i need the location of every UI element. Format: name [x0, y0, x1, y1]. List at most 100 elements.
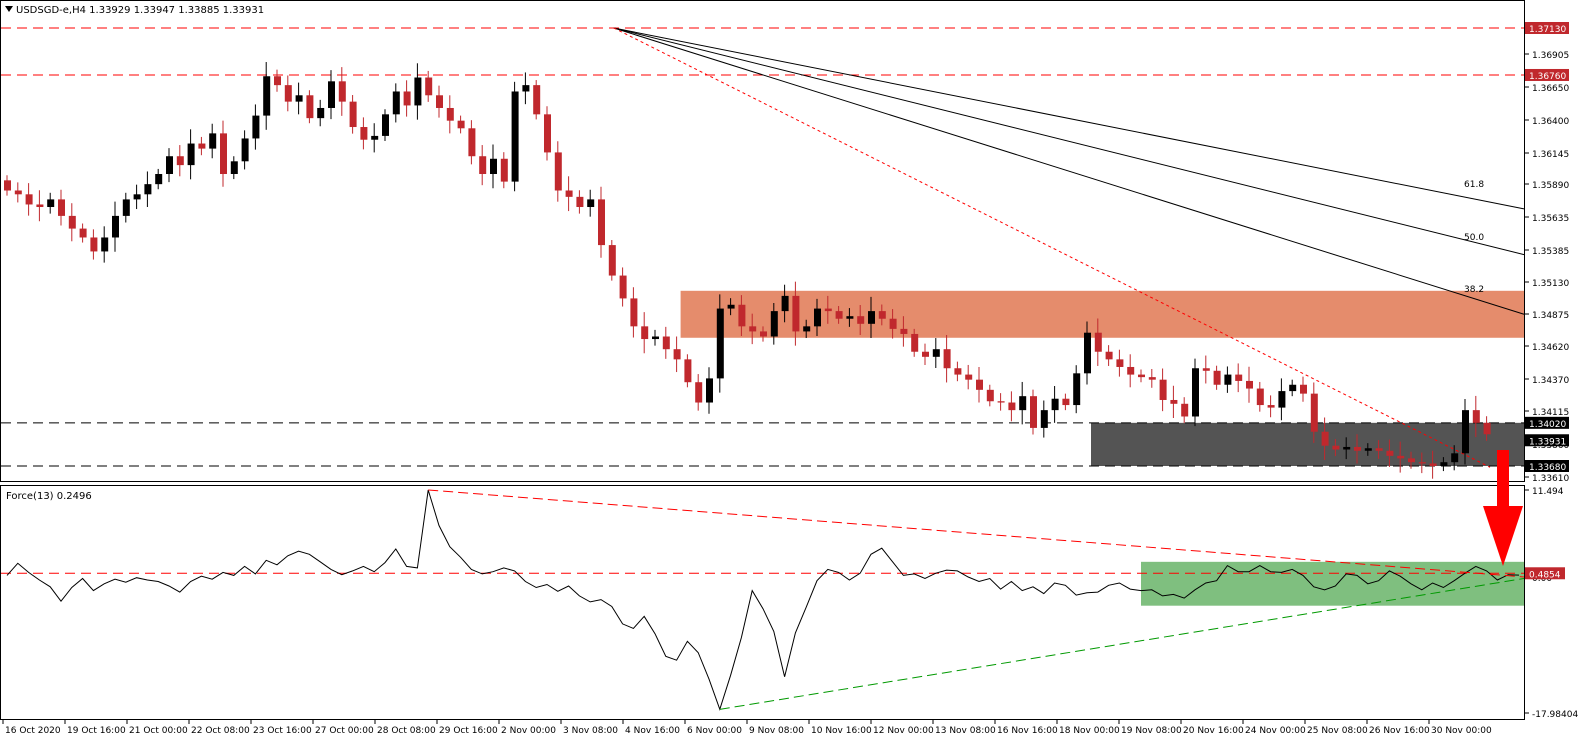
- time-tick-label: 18 Nov 00:00: [1059, 726, 1120, 736]
- time-tick-label: 2 Nov 00:00: [501, 726, 556, 736]
- price-tick-label: 1.33610: [1532, 474, 1569, 484]
- force-tick-label: 11.494: [1532, 487, 1564, 497]
- candle-body: [90, 237, 98, 252]
- candle-body: [727, 304, 735, 309]
- candle-body: [338, 81, 346, 102]
- candle-body: [1224, 374, 1232, 385]
- candle-body: [360, 127, 368, 140]
- candle-body: [1213, 370, 1221, 385]
- fib-fan-line: [613, 27, 1525, 210]
- support-zone: [1091, 422, 1524, 466]
- candle-body: [392, 91, 400, 115]
- resistance-zone: [680, 290, 1524, 338]
- candle-body: [1408, 458, 1415, 463]
- candle-body: [1138, 374, 1145, 378]
- candle-body: [878, 311, 886, 319]
- candle-body: [781, 295, 789, 312]
- candle-body: [1148, 377, 1156, 380]
- candle-body: [500, 158, 508, 182]
- candle-body: [155, 174, 163, 185]
- candle-body: [274, 76, 281, 86]
- candle-body: [684, 359, 692, 383]
- candle-body: [652, 336, 659, 340]
- candle-body: [133, 194, 141, 200]
- candle-body: [1472, 410, 1480, 423]
- time-tick-label: 9 Nov 08:00: [749, 726, 804, 736]
- candle-body: [1451, 453, 1459, 463]
- candle-body: [1267, 405, 1275, 408]
- candle-body: [986, 389, 994, 402]
- time-tick-label: 24 Nov 00:00: [1245, 726, 1306, 736]
- time-tick-label: 12 Nov 00:00: [873, 726, 934, 736]
- candle-body: [241, 138, 249, 162]
- level-price-label: 1.33680: [1529, 463, 1566, 473]
- candle-body: [14, 190, 22, 195]
- fib-fan-line: [613, 27, 1525, 256]
- level-price-box: [1525, 460, 1569, 472]
- candle-body: [36, 204, 44, 208]
- candle-body: [176, 156, 184, 166]
- price-tick-label: 1.36145: [1532, 150, 1569, 160]
- candle-body: [1181, 403, 1189, 417]
- candle-body: [1159, 379, 1167, 400]
- candle-body: [1170, 399, 1178, 404]
- candle-body: [220, 133, 227, 174]
- candle-body: [295, 95, 303, 102]
- current-price-label: 1.33931: [1529, 437, 1566, 447]
- price-panel-frame: [0, 0, 1525, 482]
- candle-body: [58, 199, 65, 216]
- candle-body: [1094, 332, 1102, 352]
- candle-body: [889, 318, 897, 329]
- candle-body: [587, 199, 595, 208]
- candle-body: [328, 81, 335, 108]
- candle-body: [122, 199, 130, 216]
- symbol-header: USDSGD-e,H4 1.33929 1.33947 1.33885 1.33…: [16, 5, 264, 16]
- descending-trendline: [613, 27, 1491, 468]
- candle-body: [749, 326, 757, 332]
- candle-body: [1105, 351, 1113, 360]
- candle-body: [1429, 463, 1437, 466]
- price-tick-label: 1.36400: [1532, 117, 1569, 127]
- candle-body: [101, 237, 109, 252]
- candle-body: [1418, 462, 1426, 464]
- candle-body: [1332, 445, 1340, 450]
- candle-body: [1235, 374, 1243, 381]
- time-tick-label: 6 Nov 00:00: [687, 726, 742, 736]
- fib-fan-label: 61.8: [1464, 180, 1484, 190]
- candle-body: [47, 199, 55, 208]
- candle-body: [738, 304, 746, 327]
- time-tick-label: 19 Oct 16:00: [67, 726, 126, 736]
- force-header: Force(13) 0.2496: [6, 491, 92, 502]
- candle-body: [230, 161, 238, 174]
- time-tick-label: 3 Nov 08:00: [563, 726, 618, 736]
- candle-body: [760, 331, 767, 337]
- time-tick-label: 29 Oct 16:00: [439, 726, 498, 736]
- current-price-box: [1525, 434, 1569, 447]
- price-tick-label: 1.35635: [1532, 214, 1569, 224]
- time-tick-label: 22 Oct 08:00: [191, 726, 250, 736]
- candle-body: [511, 91, 519, 182]
- fib-fan-label: 38.2: [1464, 285, 1484, 295]
- price-tick-label: 1.35385: [1532, 247, 1569, 257]
- candle-body: [857, 316, 865, 324]
- candle-body: [446, 107, 454, 121]
- price-tick-label: 1.36905: [1532, 51, 1569, 61]
- candle-body: [544, 114, 551, 153]
- time-tick-label: 23 Oct 16:00: [253, 726, 312, 736]
- candle-body: [1084, 332, 1091, 374]
- time-tick-label: 30 Nov 00:00: [1431, 726, 1492, 736]
- price-tick-label: 1.34620: [1532, 343, 1569, 353]
- candle-body: [954, 368, 962, 375]
- candle-body: [608, 245, 616, 276]
- candle-body: [414, 77, 422, 106]
- level-price-box: [1525, 68, 1569, 81]
- time-tick-label: 25 Nov 08:00: [1307, 726, 1368, 736]
- candle-body: [846, 316, 854, 319]
- price-tick-label: 1.34115: [1532, 408, 1569, 418]
- candle-body: [1375, 448, 1383, 451]
- candle-body: [479, 156, 487, 174]
- collapse-triangle-icon[interactable]: [5, 6, 13, 12]
- candle-body: [976, 379, 983, 390]
- candle-body: [349, 101, 357, 128]
